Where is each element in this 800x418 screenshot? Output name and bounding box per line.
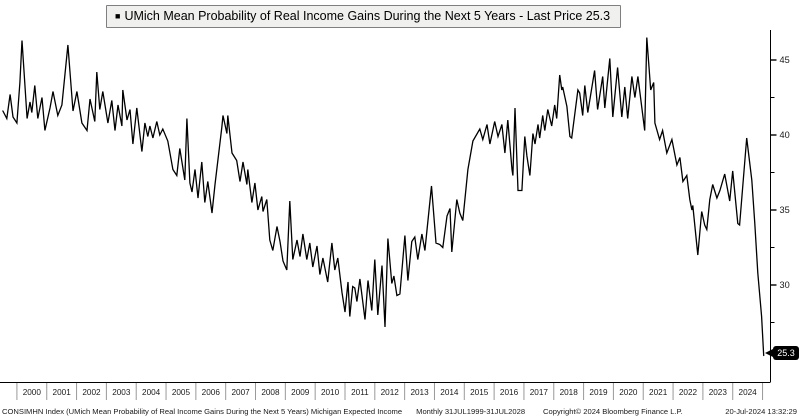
x-axis-year-separators bbox=[16, 382, 764, 400]
x-axis-year-label: 2009 bbox=[291, 388, 310, 397]
x-axis-year-label: 2016 bbox=[500, 388, 519, 397]
x-axis-year-label: 2003 bbox=[112, 388, 131, 397]
x-axis-year-label: 2022 bbox=[679, 388, 698, 397]
x-axis-year-label: 2013 bbox=[410, 388, 429, 397]
last-price-arrow-icon bbox=[765, 349, 773, 357]
x-axis-year-label: 2017 bbox=[530, 388, 549, 397]
x-axis-year-label: 2000 bbox=[23, 388, 42, 397]
x-axis: 2000 2001 2002 2003 2004 2005 2006 2007 2008 2009… bbox=[0, 382, 770, 397]
x-axis-year-label: 2002 bbox=[82, 388, 101, 397]
y-axis-tick-label: 40 bbox=[780, 130, 790, 140]
x-axis-year-label: 2023 bbox=[709, 388, 728, 397]
y-axis-tick-label: 30 bbox=[780, 280, 790, 290]
x-axis-year-label: 2014 bbox=[440, 388, 459, 397]
x-axis-year-label: 2007 bbox=[231, 388, 250, 397]
y-axis: 30 35 40 45 bbox=[770, 30, 790, 383]
x-axis-year-label: 2019 bbox=[589, 388, 608, 397]
x-axis-year-label: 2004 bbox=[142, 388, 161, 397]
x-axis-year-label: 2020 bbox=[619, 388, 638, 397]
x-axis-year-label: 2018 bbox=[560, 388, 579, 397]
footer-copyright-text: Copyright© 2024 Bloomberg Finance L.P. bbox=[543, 407, 683, 416]
x-axis-year-label: 2006 bbox=[202, 388, 221, 397]
x-axis-year-label: 2011 bbox=[351, 388, 369, 397]
y-axis-tick-label: 45 bbox=[780, 55, 790, 65]
x-axis-year-label: 2021 bbox=[649, 388, 668, 397]
footer-timestamp: 20-Jul-2024 13:32:29 bbox=[725, 407, 797, 416]
price-line-path bbox=[2, 37, 765, 357]
legend-box: ■ UMich Mean Probability of Real Income G… bbox=[106, 5, 622, 28]
x-axis-year-label: 2012 bbox=[381, 388, 400, 397]
price-line bbox=[2, 37, 765, 357]
legend-label: UMich Mean Probability of Real Income Ga… bbox=[124, 9, 611, 23]
x-axis-year-label: 2024 bbox=[739, 388, 758, 397]
x-axis-year-label: 2008 bbox=[261, 388, 280, 397]
last-price-badge: 25.3 bbox=[773, 346, 799, 360]
chart-footer: CONSIMHN Index (UMich Mean Probability o… bbox=[2, 407, 797, 416]
series-marker-icon: ■ bbox=[115, 11, 121, 21]
footer-ticker-text: CONSIMHN Index (UMich Mean Probability o… bbox=[2, 407, 403, 416]
footer-period-text: Monthly 31JUL1999-31JUL2028 bbox=[416, 407, 526, 416]
x-axis-year-label: 2001 bbox=[53, 388, 72, 397]
x-axis-year-label: 2005 bbox=[172, 388, 191, 397]
x-axis-year-label: 2010 bbox=[321, 388, 340, 397]
y-axis-tick-label: 35 bbox=[780, 205, 790, 215]
x-axis-year-label: 2015 bbox=[470, 388, 489, 397]
